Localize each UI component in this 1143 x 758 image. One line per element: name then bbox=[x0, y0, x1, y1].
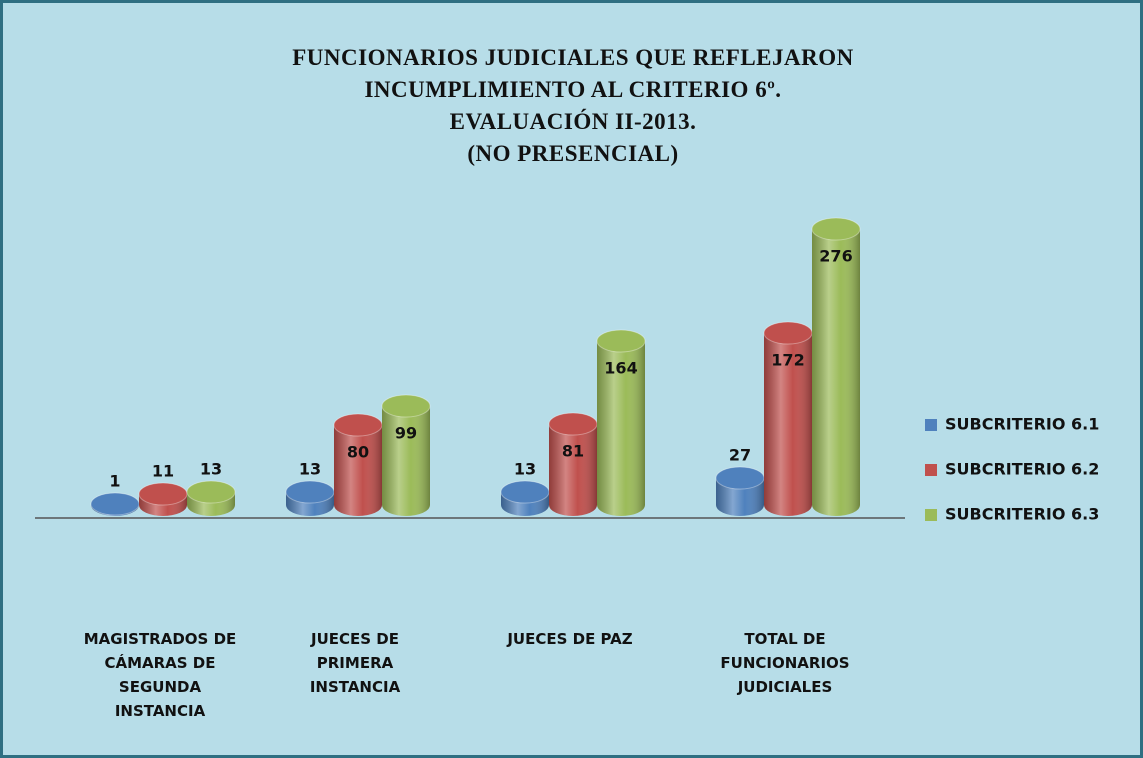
legend-label: SUBCRITERIO 6.2 bbox=[945, 460, 1099, 479]
bar-top bbox=[90, 492, 140, 516]
bar-top bbox=[596, 329, 646, 353]
x-tick-label: TOTAL DE FUNCIONARIOS JUDICIALES bbox=[720, 630, 850, 696]
legend-swatch bbox=[925, 464, 937, 476]
value-label: 276 bbox=[819, 247, 852, 266]
bar-shade bbox=[764, 333, 812, 516]
legend-label: SUBCRITERIO 6.1 bbox=[945, 415, 1099, 434]
chart-title: EVALUACIÓN II-2013. bbox=[450, 108, 697, 134]
bar-top bbox=[333, 413, 383, 437]
legend-swatch bbox=[925, 509, 937, 521]
chart-title: FUNCIONARIOS JUDICIALES QUE REFLEJARON bbox=[292, 45, 854, 70]
value-label: 80 bbox=[347, 443, 369, 462]
bar-shade bbox=[812, 229, 860, 516]
bar-top bbox=[500, 480, 550, 504]
value-label: 27 bbox=[729, 446, 751, 465]
bar-top bbox=[138, 482, 188, 506]
value-label: 13 bbox=[299, 460, 321, 479]
bar-top bbox=[186, 480, 236, 504]
bar-top bbox=[285, 480, 335, 504]
value-label: 1 bbox=[109, 472, 120, 491]
bar-top bbox=[763, 321, 813, 345]
x-tick-label: JUECES DE PRIMERA INSTANCIA bbox=[309, 630, 401, 696]
value-label: 164 bbox=[604, 359, 637, 378]
bar-top bbox=[715, 466, 765, 490]
x-tick-label: JUECES DE PAZ bbox=[507, 630, 633, 648]
value-label: 99 bbox=[395, 424, 417, 443]
value-label: 81 bbox=[562, 442, 584, 461]
bar-top bbox=[548, 412, 598, 436]
legend-swatch bbox=[925, 419, 937, 431]
value-label: 13 bbox=[200, 460, 222, 479]
bar-top bbox=[811, 217, 861, 241]
bar-shade bbox=[334, 425, 382, 516]
chart-svg: FUNCIONARIOS JUDICIALES QUE REFLEJARON IN… bbox=[35, 45, 1099, 524]
x-tick-label: MAGISTRADOS DE CÁMARAS DE SEGUNDA INSTAN… bbox=[83, 630, 237, 720]
bar-shade bbox=[549, 424, 597, 516]
value-label: 13 bbox=[514, 460, 536, 479]
chart-title: (NO PRESENCIAL) bbox=[467, 141, 678, 166]
bar-top bbox=[381, 394, 431, 418]
chart-title: INCUMPLIMIENTO AL CRITERIO 6º. bbox=[364, 77, 781, 102]
bar-shade bbox=[382, 406, 430, 516]
bar-shade bbox=[597, 341, 645, 516]
value-label: 172 bbox=[771, 351, 804, 370]
value-label: 11 bbox=[152, 462, 174, 481]
legend-label: SUBCRITERIO 6.3 bbox=[945, 505, 1099, 524]
